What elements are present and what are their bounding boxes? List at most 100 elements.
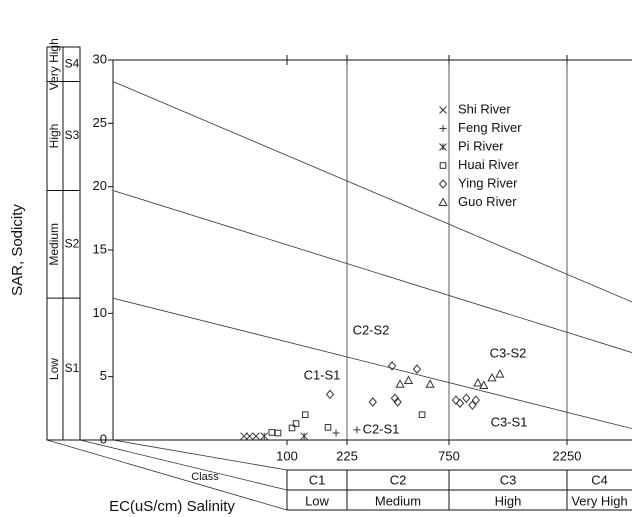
connector-line — [46, 439, 288, 511]
data-point — [252, 432, 260, 441]
legend-marker — [438, 197, 448, 206]
zone-label: C2-S1 — [363, 421, 400, 436]
data-point — [292, 420, 300, 427]
marker-shape — [393, 397, 402, 407]
marker-stroke — [252, 432, 260, 441]
x-axis-title: EC(uS/cm) Salinity — [109, 498, 235, 515]
marker-shape — [455, 398, 465, 409]
data-point — [462, 393, 471, 403]
sodium-level: Very High — [47, 38, 61, 90]
marker-shape — [292, 420, 300, 427]
x-tick-label: 225 — [336, 448, 358, 463]
legend-label: Ying River — [458, 175, 518, 190]
marker-shape — [462, 393, 471, 403]
data-point — [451, 395, 461, 405]
salinity-level: Low — [305, 493, 329, 508]
data-point — [395, 379, 405, 388]
marker-shape — [451, 395, 461, 405]
marker-shape — [324, 424, 332, 431]
salinity-class: C3 — [500, 472, 517, 487]
class-label: Class — [191, 471, 219, 483]
marker-shape — [425, 379, 435, 388]
data-point — [473, 377, 483, 387]
y-tick-label: 0 — [100, 431, 107, 446]
zone-label: C3-S2 — [490, 345, 527, 360]
data-point — [495, 369, 505, 378]
x-tick-label: 100 — [276, 448, 298, 463]
data-point — [240, 432, 248, 441]
sodium-hazard-line — [112, 190, 632, 353]
marker-shape — [387, 361, 397, 371]
sodium-hazard-line — [112, 297, 632, 429]
data-point — [368, 397, 377, 407]
salinity-level: Very High — [571, 493, 627, 508]
zone-label: C3-S1 — [491, 414, 528, 429]
legend-label: Huai River — [458, 157, 519, 172]
y-tick-label: 20 — [93, 178, 107, 193]
data-point — [387, 361, 397, 371]
data-point — [274, 429, 282, 437]
marker-shape — [471, 395, 481, 405]
legend-label: Guo River — [458, 194, 517, 209]
data-point — [471, 395, 481, 405]
salinity-level: High — [495, 493, 522, 508]
data-point — [455, 398, 465, 409]
marker-shape — [288, 424, 296, 432]
legend-marker — [438, 179, 448, 189]
zone-label: C2-S2 — [353, 322, 390, 337]
marker-shape — [395, 379, 405, 388]
data-point — [260, 432, 269, 441]
sodium-class: S3 — [65, 128, 80, 142]
sodium-level: High — [47, 124, 61, 149]
marker-shape — [439, 162, 447, 169]
y-tick-label: 15 — [93, 241, 107, 256]
marker-stroke — [240, 432, 248, 441]
connector-line — [79, 439, 288, 491]
sodium-level: Low — [47, 358, 61, 380]
data-point — [301, 411, 309, 418]
marker-stroke — [245, 432, 254, 441]
marker-stroke — [439, 106, 447, 114]
x-tick-label: 750 — [438, 448, 460, 463]
legend-marker — [439, 106, 447, 114]
marker-shape — [412, 364, 422, 374]
marker-shape — [268, 429, 276, 436]
marker-shape — [274, 429, 282, 437]
marker-shape — [301, 411, 309, 418]
y-tick-label: 10 — [93, 305, 107, 320]
marker-shape — [473, 377, 483, 387]
data-point — [300, 432, 308, 441]
connector-line — [112, 439, 288, 471]
data-point — [268, 429, 276, 436]
sodium-class: S4 — [65, 56, 80, 70]
marker-shape — [487, 372, 497, 382]
y-tick-label: 5 — [100, 368, 107, 383]
zone-label: C1-S1 — [304, 367, 341, 382]
legend-label: Pi River — [458, 138, 504, 153]
x-tick-label: 2250 — [553, 448, 582, 463]
marker-shape — [479, 380, 489, 390]
legend-marker — [439, 125, 447, 132]
sodium-class-column — [62, 46, 81, 441]
sodium-hazard-line — [112, 81, 632, 303]
data-point — [353, 426, 361, 434]
data-point — [425, 379, 435, 388]
legend-marker — [439, 143, 447, 151]
marker-shape — [325, 389, 335, 400]
marker-shape — [438, 179, 448, 189]
data-point — [479, 380, 489, 390]
data-point — [325, 389, 335, 400]
salinity-class: C4 — [591, 472, 608, 487]
salinity-class: C1 — [309, 472, 326, 487]
salinity-level: Medium — [375, 493, 421, 508]
data-point — [418, 411, 426, 418]
marker-shape — [368, 397, 377, 407]
data-point — [468, 400, 477, 410]
marker-shape — [495, 369, 505, 378]
marker-shape — [403, 375, 414, 384]
sodium-class: S2 — [65, 236, 80, 250]
data-point — [288, 424, 296, 432]
y-axis-title: SAR, Sodicity — [9, 204, 26, 296]
data-point — [403, 375, 414, 384]
